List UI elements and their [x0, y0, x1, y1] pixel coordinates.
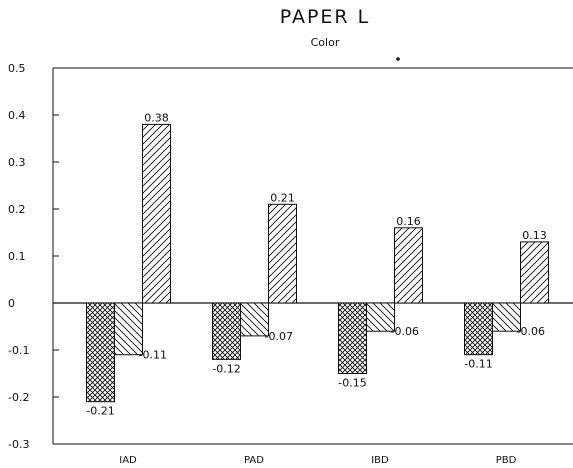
- data-label: 0.16: [396, 215, 421, 228]
- bar: [366, 302, 395, 332]
- data-label: 0.38: [144, 111, 169, 124]
- data-label: -0.06: [517, 325, 545, 338]
- y-tick-label: -0.3: [8, 438, 29, 451]
- data-label: -0.06: [391, 325, 419, 338]
- bars: [86, 123, 549, 403]
- bar: [394, 227, 423, 304]
- bar: [492, 302, 521, 332]
- data-label: 0.21: [270, 191, 295, 204]
- bar: [520, 241, 549, 304]
- chart-title: PAPER L: [279, 6, 371, 28]
- bar: [268, 203, 297, 304]
- bar: [240, 302, 269, 337]
- stray-dot: [396, 57, 400, 61]
- y-tick-label: -0.1: [8, 344, 29, 357]
- data-labels: -0.21 -0.11 0.38 -0.12 -0.07 0.21 -0.15 -0.06 0.…: [86, 111, 546, 417]
- y-tick-label: 0: [8, 297, 15, 310]
- y-tick-label: 0.3: [8, 156, 26, 169]
- x-tick-label: PBD: [496, 455, 517, 466]
- data-label: -0.21: [86, 405, 114, 418]
- bar: [86, 302, 115, 403]
- x-tick-label: IAD: [119, 455, 137, 466]
- chart-subtitle: Color: [310, 36, 340, 49]
- bar: [114, 302, 143, 356]
- x-tick-label: PAD: [244, 455, 264, 466]
- data-label: -0.15: [338, 377, 366, 390]
- bar: [338, 302, 367, 374]
- axes: 0.5 0.4 0.3 0.2 0.1 0 -0.1 -0.2 -0.3 IAD PAD IBD PBD: [8, 62, 573, 466]
- y-tick-label: 0.4: [8, 109, 26, 122]
- y-tick-label: 0.1: [8, 250, 26, 263]
- y-tick-label: 0.2: [8, 203, 26, 216]
- y-tick-label: 0.5: [8, 62, 26, 75]
- bar: [142, 123, 171, 304]
- bar: [212, 302, 241, 360]
- data-label: -0.07: [265, 330, 293, 343]
- y-tick-label: -0.2: [8, 391, 29, 404]
- bar: [464, 302, 493, 356]
- data-label: -0.12: [212, 362, 240, 375]
- data-label: -0.11: [464, 358, 492, 371]
- data-label: -0.11: [139, 349, 167, 362]
- x-tick-label: IBD: [371, 455, 389, 466]
- data-label: 0.13: [522, 229, 547, 242]
